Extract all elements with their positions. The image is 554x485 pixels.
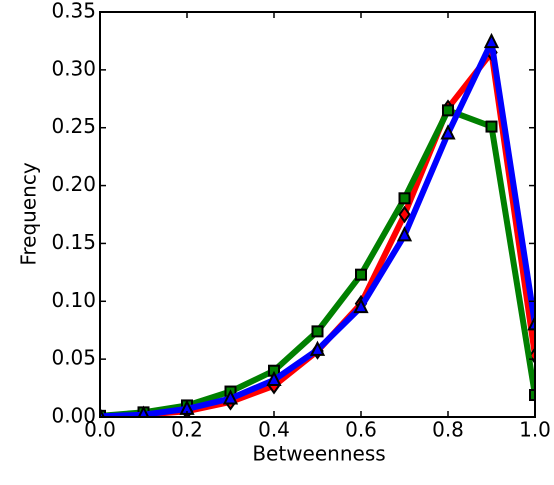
x-tick-label: 0.0 (84, 418, 116, 442)
point-marker (527, 315, 535, 331)
y-axis-label: Frequency (17, 162, 41, 265)
plot-frame (99, 11, 536, 418)
point-marker (529, 389, 535, 402)
y-tick-label: 0.15 (51, 230, 96, 254)
y-tick-label: 0.30 (51, 56, 96, 80)
x-axis-label: Betweenness (252, 442, 385, 466)
y-tick-label: 0.20 (51, 172, 96, 196)
plot-area (100, 32, 535, 417)
x-tick-label: 0.4 (258, 418, 290, 442)
point-marker (442, 104, 454, 117)
point-marker (485, 120, 498, 133)
series-line (100, 39, 535, 417)
point-marker (398, 192, 411, 205)
point-marker (483, 32, 500, 49)
y-tick-label: 0.25 (51, 114, 96, 138)
point-marker (440, 124, 456, 140)
series-line (100, 107, 535, 417)
point-marker (137, 405, 150, 417)
x-tick-label: 1.0 (519, 418, 551, 442)
x-tick-label: 0.2 (171, 418, 203, 442)
point-marker (355, 268, 367, 281)
x-tick-label: 0.8 (432, 418, 464, 442)
point-marker (222, 389, 239, 405)
series-line (100, 49, 535, 417)
point-marker (398, 205, 411, 224)
y-tick-label: 0.05 (51, 346, 96, 370)
point-marker (396, 226, 413, 242)
point-marker (266, 370, 282, 386)
y-tick-label: 0.10 (51, 288, 96, 312)
x-tick-label: 0.6 (345, 418, 377, 442)
point-marker (311, 325, 324, 338)
point-marker (353, 297, 369, 314)
y-tick-label: 0.00 (51, 404, 96, 428)
y-tick-label: 0.35 (51, 0, 96, 23)
point-marker (309, 340, 326, 356)
